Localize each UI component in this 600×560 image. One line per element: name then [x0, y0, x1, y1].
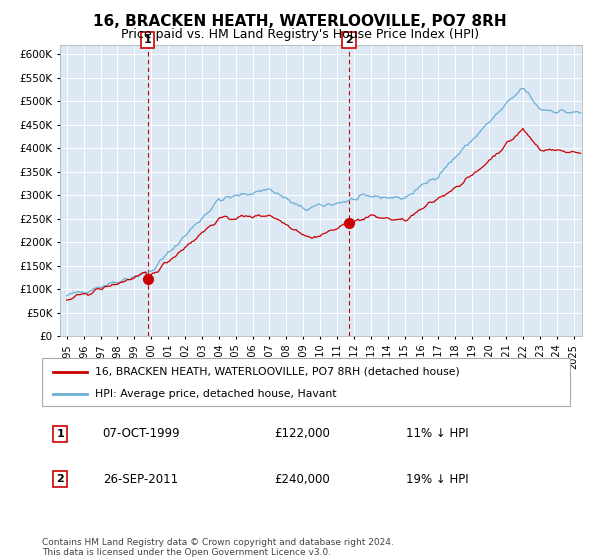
- Text: £122,000: £122,000: [274, 427, 330, 440]
- Text: £240,000: £240,000: [274, 473, 330, 486]
- Text: 26-SEP-2011: 26-SEP-2011: [103, 473, 178, 486]
- Text: 11% ↓ HPI: 11% ↓ HPI: [406, 427, 469, 440]
- Text: Contains HM Land Registry data © Crown copyright and database right 2024.
This d: Contains HM Land Registry data © Crown c…: [42, 538, 394, 557]
- Text: 07-OCT-1999: 07-OCT-1999: [103, 427, 181, 440]
- Text: 19% ↓ HPI: 19% ↓ HPI: [406, 473, 469, 486]
- Text: 1: 1: [56, 429, 64, 439]
- Text: HPI: Average price, detached house, Havant: HPI: Average price, detached house, Hava…: [95, 389, 337, 399]
- Text: 16, BRACKEN HEATH, WATERLOOVILLE, PO7 8RH (detached house): 16, BRACKEN HEATH, WATERLOOVILLE, PO7 8R…: [95, 367, 460, 377]
- Text: Price paid vs. HM Land Registry's House Price Index (HPI): Price paid vs. HM Land Registry's House …: [121, 28, 479, 41]
- Text: 16, BRACKEN HEATH, WATERLOOVILLE, PO7 8RH: 16, BRACKEN HEATH, WATERLOOVILLE, PO7 8R…: [93, 14, 507, 29]
- Text: 2: 2: [345, 35, 353, 45]
- Text: 2: 2: [56, 474, 64, 484]
- Text: 1: 1: [144, 35, 152, 45]
